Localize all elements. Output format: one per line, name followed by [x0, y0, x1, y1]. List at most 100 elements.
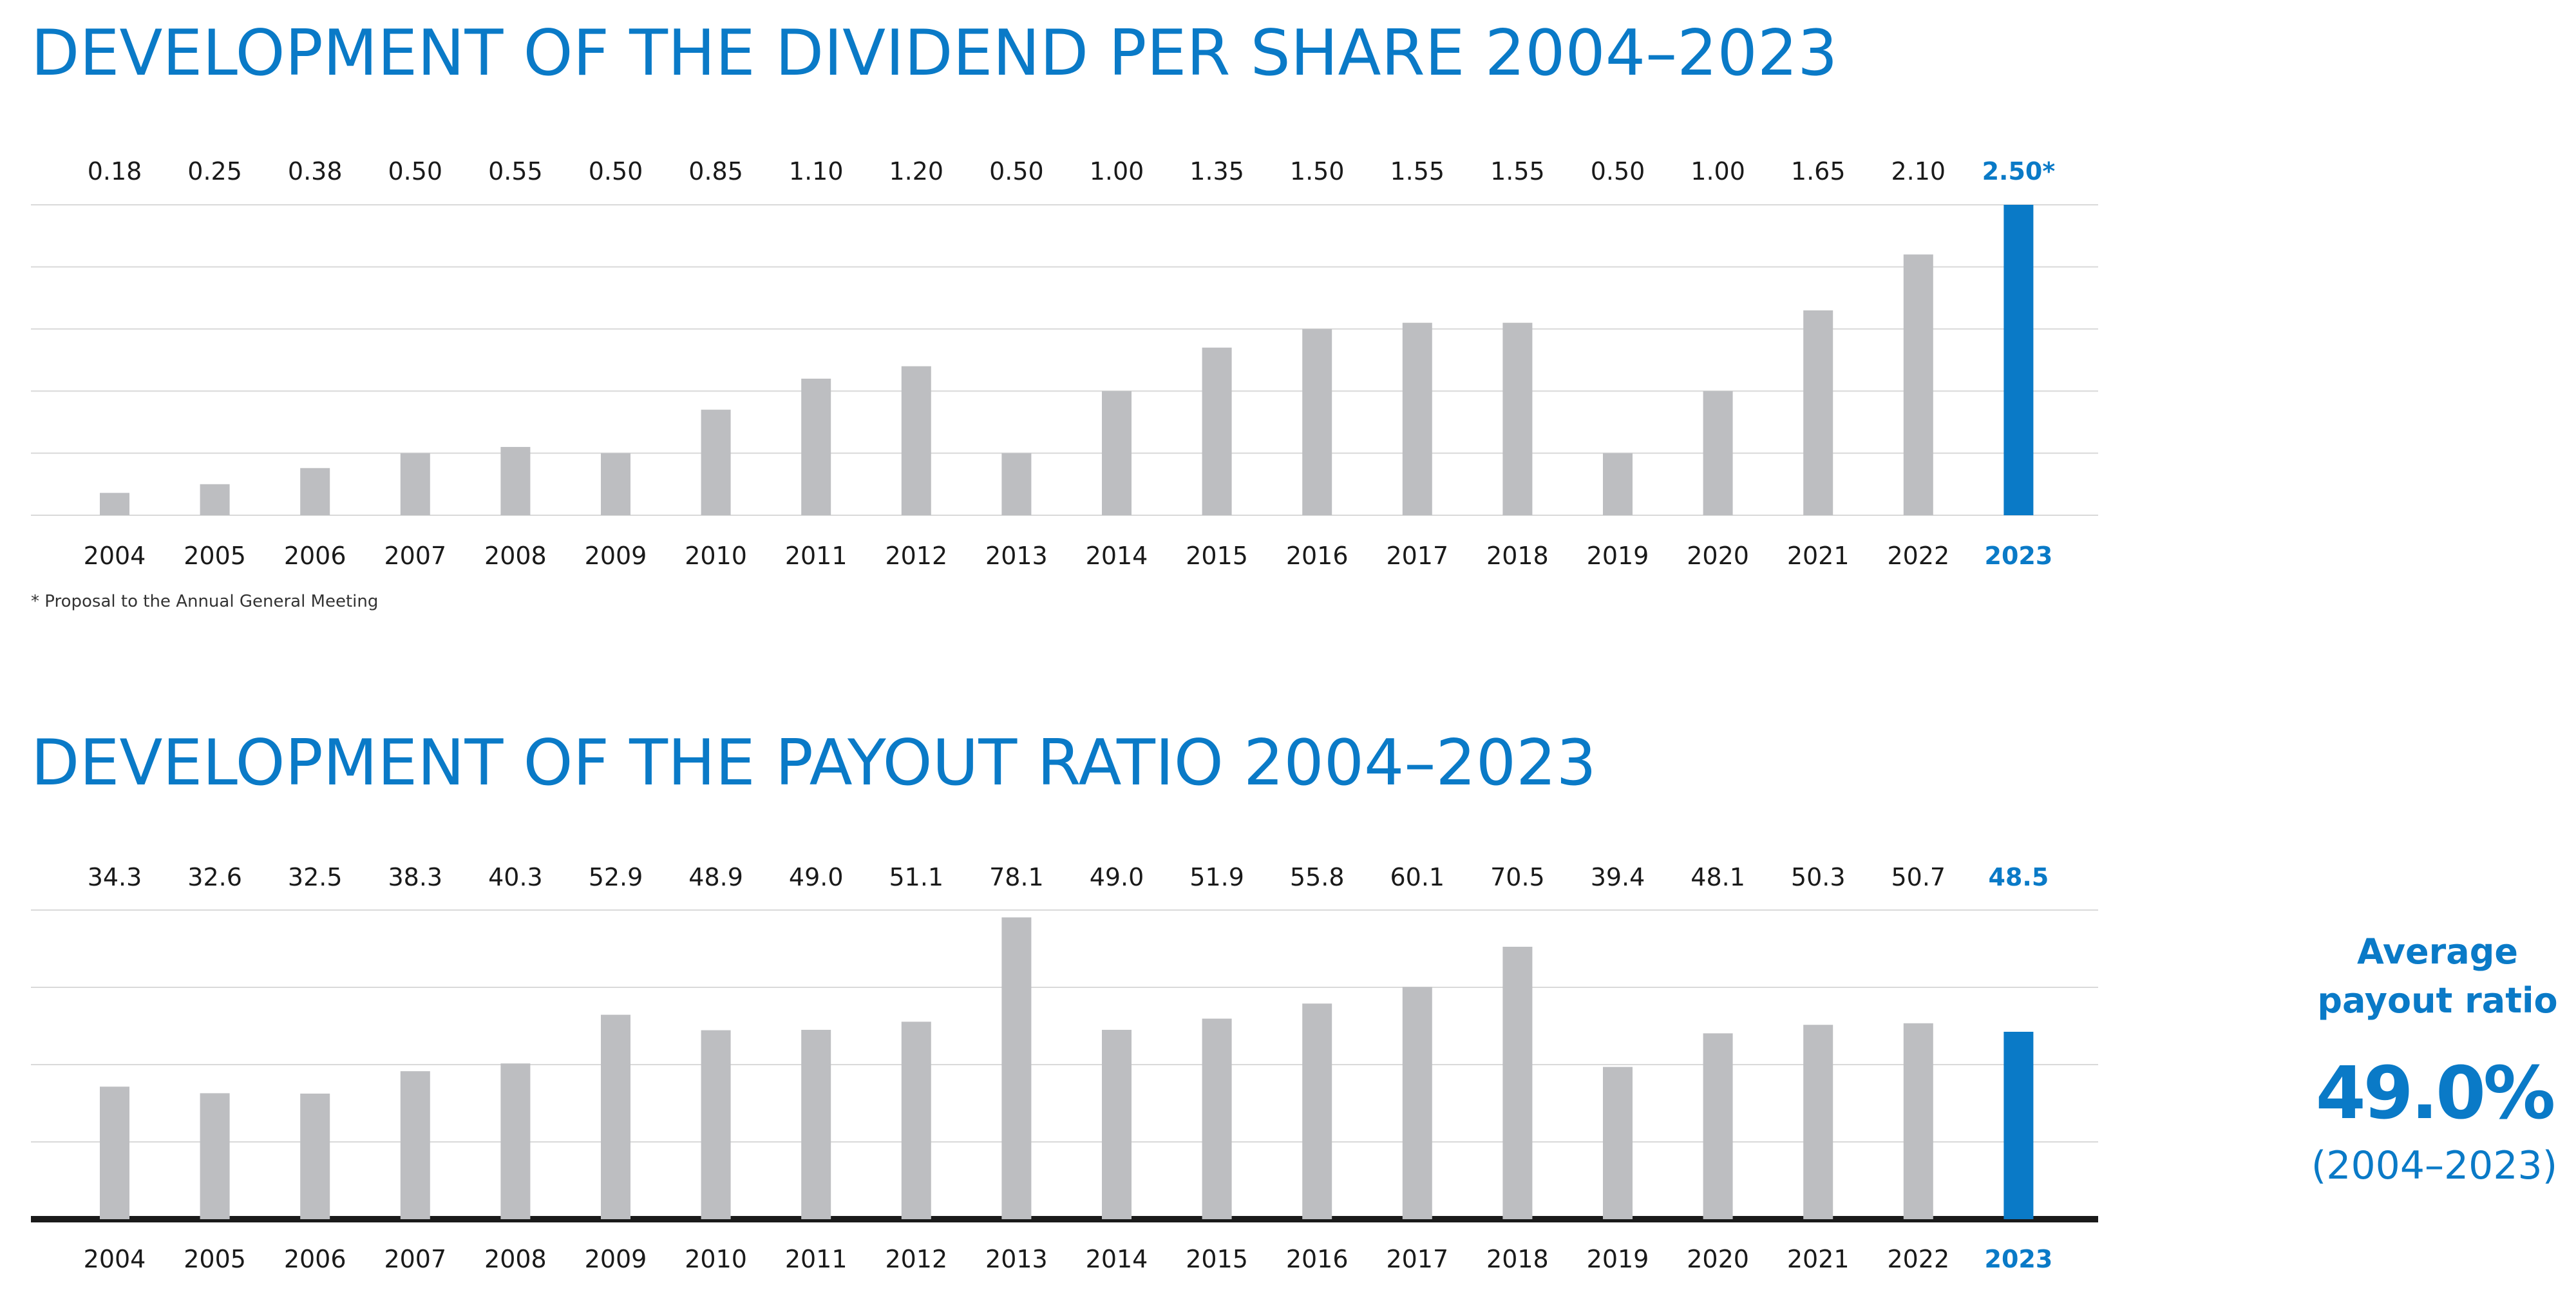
- value-label-2020: 1.00: [1690, 157, 1745, 185]
- dividend-bars: [100, 205, 2034, 515]
- value-label-2016: 1.50: [1290, 157, 1345, 185]
- bar-2005: [200, 1093, 230, 1219]
- year-label-2015: 2015: [1186, 542, 1248, 570]
- year-label-2019: 2019: [1587, 1245, 1649, 1273]
- year-label-2004: 2004: [84, 542, 146, 570]
- bar-2009: [601, 453, 630, 515]
- bar-2013: [1001, 453, 1032, 515]
- bar-2023: [2003, 1032, 2034, 1219]
- year-label-2007: 2007: [384, 1245, 446, 1273]
- value-label-2014: 1.00: [1090, 157, 1144, 185]
- value-label-2007: 38.3: [388, 863, 442, 891]
- bar-2011: [801, 378, 831, 515]
- value-label-2018: 70.5: [1490, 863, 1545, 891]
- year-label-2017: 2017: [1386, 1245, 1448, 1273]
- value-label-2004: 0.18: [88, 157, 142, 185]
- year-label-2010: 2010: [685, 542, 747, 570]
- value-label-2010: 48.9: [688, 863, 743, 891]
- year-label-2023: 2023: [1985, 1245, 2053, 1273]
- value-label-2009: 52.9: [589, 863, 643, 891]
- year-label-2019: 2019: [1587, 542, 1649, 570]
- bar-2015: [1202, 1018, 1232, 1219]
- value-label-2011: 49.0: [789, 863, 844, 891]
- value-label-2021: 50.3: [1791, 863, 1846, 891]
- value-label-2009: 0.50: [589, 157, 643, 185]
- value-label-2023: 2.50*: [1982, 157, 2056, 185]
- value-label-2022: 50.7: [1891, 863, 1946, 891]
- year-label-2017: 2017: [1386, 542, 1448, 570]
- year-label-2014: 2014: [1086, 1245, 1148, 1273]
- dividend-chart-title: DEVELOPMENT OF THE DIVIDEND PER SHARE 20…: [31, 17, 1838, 90]
- value-label-2019: 0.50: [1591, 157, 1645, 185]
- bar-2018: [1502, 947, 1533, 1219]
- year-label-2018: 2018: [1486, 542, 1549, 570]
- bar-2018: [1502, 323, 1533, 515]
- dividend-year-labels: 2004 2005 2006 2007 2008 2009 2010 2011 2012 2013…: [84, 542, 2053, 570]
- value-label-2013: 78.1: [989, 863, 1044, 891]
- bar-2016: [1302, 328, 1332, 515]
- year-label-2009: 2009: [585, 1245, 647, 1273]
- value-label-2023: 48.5: [1989, 863, 2049, 891]
- payout-chart-title: DEVELOPMENT OF THE PAYOUT RATIO 2004–202…: [31, 726, 1596, 800]
- year-label-2023: 2023: [1985, 542, 2053, 570]
- bar-2016: [1302, 1003, 1332, 1219]
- year-label-2012: 2012: [885, 542, 947, 570]
- bar-2011: [801, 1030, 831, 1219]
- year-label-2011: 2011: [785, 1245, 848, 1273]
- value-label-2018: 1.55: [1490, 157, 1545, 185]
- value-label-2010: 0.85: [688, 157, 743, 185]
- bar-2021: [1803, 310, 1833, 515]
- year-label-2012: 2012: [885, 1245, 947, 1273]
- bar-2017: [1402, 987, 1432, 1219]
- value-label-2019: 39.4: [1591, 863, 1645, 891]
- value-label-2020: 48.1: [1690, 863, 1745, 891]
- bar-2009: [601, 1014, 630, 1219]
- bar-2020: [1703, 1033, 1733, 1219]
- bar-2007: [400, 453, 430, 515]
- bar-2004: [100, 493, 129, 515]
- year-label-2008: 2008: [484, 1245, 547, 1273]
- year-label-2016: 2016: [1286, 1245, 1349, 1273]
- bar-2015: [1202, 347, 1232, 515]
- bar-2020: [1703, 391, 1733, 515]
- bar-2012: [901, 1021, 931, 1219]
- bar-2008: [500, 1063, 531, 1219]
- value-label-2005: 0.25: [187, 157, 242, 185]
- year-label-2006: 2006: [284, 542, 346, 570]
- value-label-2007: 0.50: [388, 157, 442, 185]
- dividend-value-labels: 0.18 0.25 0.38 0.50 0.55 0.50 0.85 1.10 1.20 0.50…: [88, 157, 2056, 185]
- average-heading-line1: Average: [2357, 931, 2518, 972]
- bar-2022: [1903, 1023, 1933, 1219]
- dividend-footnote: * Proposal to the Annual General Meeting: [31, 592, 378, 611]
- payout-bars: [100, 917, 2034, 1219]
- value-label-2016: 55.8: [1290, 863, 1345, 891]
- bar-2006: [300, 468, 330, 515]
- bar-2022: [1903, 254, 1933, 515]
- year-label-2007: 2007: [384, 542, 446, 570]
- value-label-2008: 40.3: [488, 863, 543, 891]
- average-payout-value: 49.0%: [2316, 1052, 2553, 1135]
- bar-2021: [1803, 1025, 1833, 1219]
- value-label-2006: 32.5: [288, 863, 343, 891]
- year-label-2010: 2010: [685, 1245, 747, 1273]
- bar-2005: [200, 484, 230, 515]
- value-label-2011: 1.10: [789, 157, 844, 185]
- year-label-2015: 2015: [1186, 1245, 1248, 1273]
- year-label-2011: 2011: [785, 542, 848, 570]
- dividend-per-share-chart: DEVELOPMENT OF THE DIVIDEND PER SHARE 20…: [31, 17, 2098, 611]
- year-label-2009: 2009: [585, 542, 647, 570]
- bar-2012: [901, 366, 931, 515]
- value-label-2021: 1.65: [1791, 157, 1846, 185]
- bar-2023: [2003, 205, 2034, 515]
- payout-value-labels: 34.3 32.6 32.5 38.3 40.3 52.9 48.9 49.0 51.1 78.1…: [88, 863, 2049, 891]
- year-label-2006: 2006: [284, 1245, 346, 1273]
- value-label-2012: 1.20: [889, 157, 943, 185]
- year-label-2005: 2005: [184, 1245, 246, 1273]
- value-label-2013: 0.50: [989, 157, 1044, 185]
- year-label-2018: 2018: [1486, 1245, 1549, 1273]
- value-label-2005: 32.6: [187, 863, 242, 891]
- year-label-2021: 2021: [1787, 542, 1850, 570]
- year-label-2020: 2020: [1687, 542, 1749, 570]
- value-label-2006: 0.38: [288, 157, 343, 185]
